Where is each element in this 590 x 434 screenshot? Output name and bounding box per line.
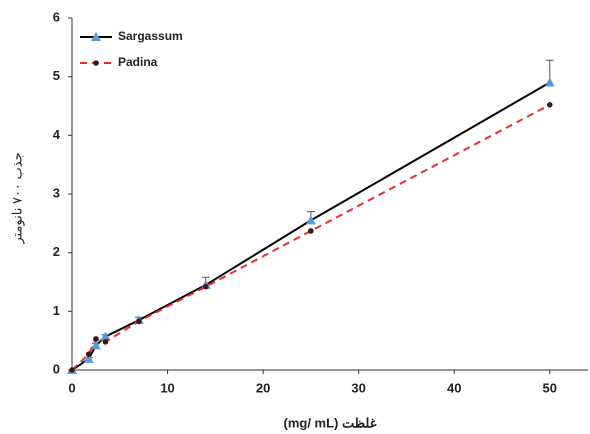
y-tick-label: 1: [53, 303, 60, 318]
marker: [136, 318, 142, 325]
legend-marker: [91, 32, 101, 41]
series-line: [71, 81, 551, 371]
series-line: [71, 103, 551, 371]
marker: [202, 283, 209, 290]
marker: [102, 339, 109, 345]
marker: [83, 353, 94, 363]
marker: [93, 336, 99, 342]
marker: [69, 367, 75, 373]
marker: [544, 77, 555, 87]
legend-marker: [93, 60, 99, 66]
y-tick-label: 3: [53, 185, 60, 200]
y-tick-label: 2: [53, 244, 60, 259]
marker: [85, 351, 92, 357]
marker: [305, 215, 316, 225]
marker: [90, 340, 101, 350]
x-axis-label: غلظت (mg/ mL): [283, 415, 376, 430]
legend-label: Sargassum: [118, 29, 183, 43]
marker: [308, 228, 314, 234]
marker: [100, 331, 111, 341]
x-tick-label: 50: [543, 380, 557, 395]
x-tick-label: 30: [351, 380, 365, 395]
y-tick-label: 0: [53, 361, 60, 376]
y-tick-label: 5: [53, 68, 60, 83]
x-tick-label: 20: [256, 380, 270, 395]
y-tick-label: 6: [53, 9, 60, 24]
legend-label: Padina: [118, 55, 158, 69]
x-tick-label: 40: [447, 380, 461, 395]
y-tick-label: 4: [53, 127, 61, 142]
marker: [546, 102, 553, 108]
y-axis-label: جذب ۷۰۰ نانومتر: [9, 152, 25, 244]
x-tick-label: 0: [68, 380, 75, 395]
x-tick-label: 10: [160, 380, 174, 395]
